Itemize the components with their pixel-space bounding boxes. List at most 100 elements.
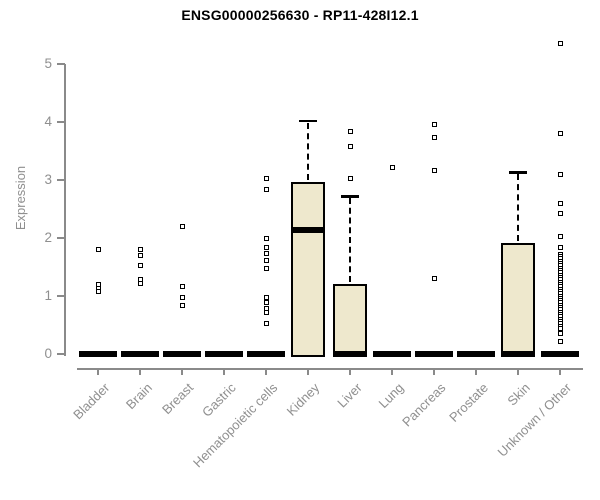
x-tick xyxy=(559,368,561,375)
x-tick xyxy=(181,368,183,375)
outlier-point xyxy=(557,234,563,240)
y-tick xyxy=(57,237,65,239)
zero-bar xyxy=(415,351,453,357)
outlier-point xyxy=(179,302,185,308)
y-tick-label: 5 xyxy=(44,56,52,71)
x-axis-label: Gastric xyxy=(198,380,239,420)
chart-title: ENSG00000256630 - RP11-428I12.1 xyxy=(181,7,419,23)
outlier-point xyxy=(557,339,563,345)
outlier-point xyxy=(431,167,437,173)
zero-bar xyxy=(457,351,495,357)
outlier-point xyxy=(263,250,269,256)
x-tick xyxy=(223,368,225,375)
outlier-point xyxy=(263,295,269,301)
x-tick xyxy=(349,368,351,375)
outlier-point xyxy=(263,265,269,271)
zero-bar xyxy=(541,351,579,357)
y-tick-label: 3 xyxy=(44,172,52,187)
x-tick xyxy=(475,368,477,375)
x-axis-label: Bladder xyxy=(70,380,113,423)
outlier-point xyxy=(263,305,269,311)
x-tick xyxy=(307,368,309,375)
outlier-point xyxy=(557,40,563,46)
zero-bar xyxy=(163,351,201,357)
outlier-point xyxy=(95,247,101,253)
x-tick xyxy=(433,368,435,375)
y-tick xyxy=(57,179,65,181)
y-axis-title: Expression xyxy=(13,165,28,231)
outlier-point xyxy=(557,210,563,216)
y-tick-label: 4 xyxy=(44,114,52,129)
outlier-point xyxy=(263,186,269,192)
y-tick xyxy=(57,295,65,297)
outlier-point xyxy=(557,200,563,206)
outlier-point xyxy=(347,144,353,150)
outlier-point xyxy=(347,175,353,181)
y-tick xyxy=(57,121,65,123)
zero-bar xyxy=(205,351,243,357)
box xyxy=(291,181,325,357)
box-median xyxy=(335,351,365,357)
outlier-point xyxy=(431,134,437,140)
x-axis-label: Prostate xyxy=(445,380,491,425)
x-axis-label: Unknown / Other xyxy=(495,380,575,460)
x-axis-label: Liver xyxy=(334,380,365,411)
x-tick xyxy=(265,368,267,375)
x-axis-label: Skin xyxy=(504,380,533,409)
zero-bar xyxy=(373,351,411,357)
whisker-cap xyxy=(341,195,359,198)
y-tick-label: 2 xyxy=(44,230,52,245)
box xyxy=(333,284,367,357)
outlier-point xyxy=(263,176,269,182)
outlier-point xyxy=(557,171,563,177)
box xyxy=(501,243,535,357)
x-axis-label: Pancreas xyxy=(399,380,449,430)
whisker-cap xyxy=(299,119,317,123)
y-tick-label: 1 xyxy=(44,288,52,303)
x-axis-label: Lung xyxy=(375,380,407,412)
outlier-point xyxy=(557,325,563,331)
outlier-point xyxy=(263,257,269,263)
whisker-line xyxy=(517,174,519,242)
x-tick xyxy=(517,368,519,375)
whisker-cap xyxy=(509,171,527,174)
whisker-line xyxy=(349,198,351,283)
box-median xyxy=(293,226,323,233)
x-axis-label: Brain xyxy=(122,380,155,413)
x-tick xyxy=(97,368,99,375)
outlier-point xyxy=(431,122,437,128)
zero-bar xyxy=(247,351,285,357)
outlier-point xyxy=(179,224,185,230)
outlier-point xyxy=(137,246,143,252)
y-tick xyxy=(57,63,65,65)
outlier-point xyxy=(263,300,269,306)
outlier-point xyxy=(137,280,143,286)
outlier-point xyxy=(431,275,437,281)
x-axis-label: Kidney xyxy=(283,380,323,419)
outlier-point xyxy=(347,128,353,134)
whisker-line xyxy=(307,122,309,180)
y-tick-label: 0 xyxy=(44,346,52,361)
outlier-point xyxy=(137,253,143,259)
y-axis-line xyxy=(64,64,66,356)
outlier-point xyxy=(263,244,269,250)
outlier-point xyxy=(95,289,101,295)
outlier-point xyxy=(557,245,563,251)
outlier-point xyxy=(179,283,185,289)
outlier-point xyxy=(179,294,185,300)
outlier-point xyxy=(389,165,395,171)
y-tick xyxy=(57,353,65,355)
outlier-point xyxy=(263,310,269,316)
zero-bar xyxy=(121,351,159,357)
outlier-point xyxy=(263,321,269,327)
x-tick xyxy=(391,368,393,375)
zero-bar xyxy=(79,351,117,357)
box-median xyxy=(503,351,533,357)
x-axis-label: Breast xyxy=(159,380,197,418)
outlier-point xyxy=(137,262,143,268)
outlier-point xyxy=(263,235,269,241)
outlier-point xyxy=(557,130,563,136)
x-axis-line xyxy=(77,368,583,370)
outlier-point xyxy=(557,330,563,336)
